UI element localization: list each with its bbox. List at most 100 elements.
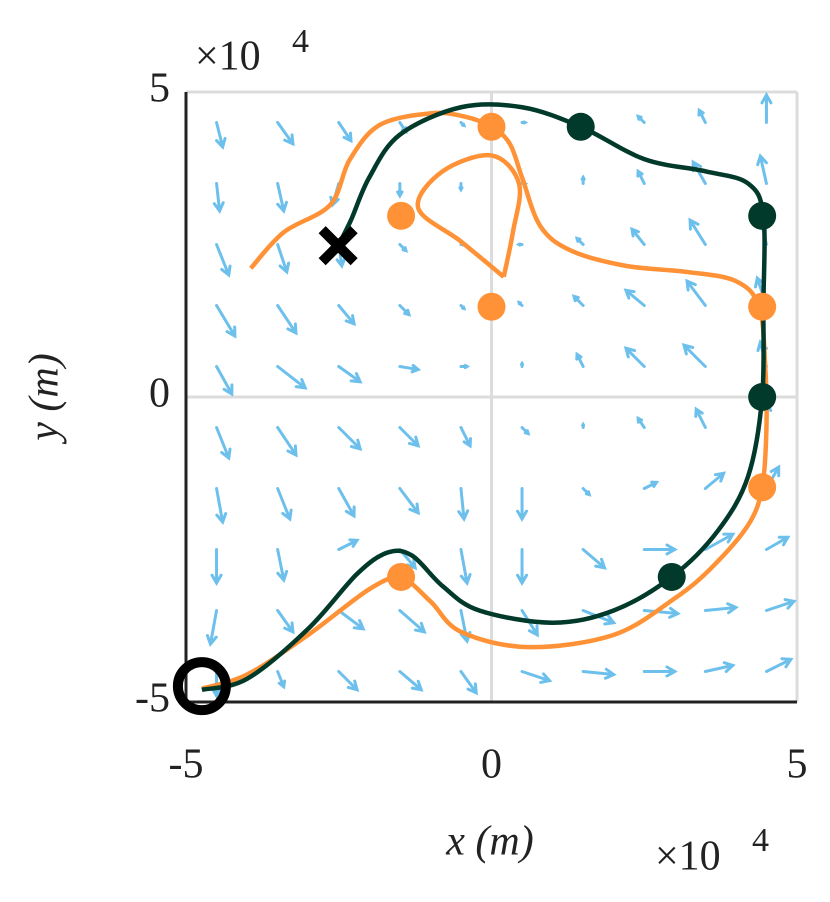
labels: ×10 4 ×10 4 x (m) y (m) -5 0 5 -5 0 5 [22,23,808,880]
quiver-arrow [398,426,421,448]
quiver-arrow [764,535,791,551]
quiver-arrow [276,487,293,522]
quiver-arrow [642,665,678,678]
quiver-arrow [276,304,298,336]
quiver-arrow [516,548,529,587]
quiver-arrow [276,609,295,635]
quiver-arrow [581,548,607,570]
quiver-arrow [215,487,228,526]
x-exponent: 4 [752,822,769,859]
quiver-arrow [337,609,366,631]
waypoint [566,112,595,141]
waypoint [477,292,506,321]
x-tick-label: 5 [787,742,808,788]
quiver-arrow [642,543,678,556]
waypoint [477,112,506,141]
quiver-arrow [458,182,464,193]
quiver-arrow [215,243,232,278]
quiver-arrow [681,343,707,368]
quiver-arrow [398,609,427,634]
quiver-arrow [337,121,353,144]
quiver-arrow [636,168,646,185]
quiver-arrow [276,548,289,583]
quiver-arrow [764,598,797,612]
quiver-arrow [215,365,234,397]
quiver-arrow [337,487,356,519]
trajectory [201,110,769,691]
quiver-arrow [703,532,736,551]
y-axis-label: y (m) [22,353,68,444]
grid [184,90,799,704]
quiver-arrow [210,548,223,587]
quiver-arrow [337,670,360,692]
quiver-arrow [516,487,529,523]
waypoint [387,201,416,230]
waypoint [748,383,777,411]
quiver-arrow [642,606,681,619]
quiver-arrow [520,670,553,684]
quiver-arrow [623,288,646,307]
quiver-arrow [215,426,232,461]
quiver-arrow [276,670,287,690]
quiver-arrow [581,667,617,680]
waypoint [748,201,777,230]
quiver-arrow [520,426,531,436]
quiver-arrow [520,120,529,125]
trajectory [201,102,767,693]
y-tick-label: 5 [149,66,170,112]
quiver-arrow [398,670,424,692]
quiver-arrow [756,153,768,185]
quiver-arrow [694,406,707,429]
quiver-arrow [459,548,472,587]
y-tick-label: -5 [135,676,170,722]
x-tick-label: 0 [481,742,502,788]
quiver-arrow [459,304,467,311]
quiver-arrow [581,421,586,429]
quiver-arrow [580,174,586,185]
quiver-arrow [520,360,525,368]
quiver-arrow [396,182,404,199]
quiver-arrow [630,226,646,246]
quiver-arrow [703,602,739,615]
quiver-arrow [276,365,308,390]
quiver-arrow [516,300,524,307]
quiver-arrow [703,471,726,490]
quiver-arrow [276,182,288,214]
quiver-arrow [764,657,794,673]
quiver-arrow [398,487,420,516]
waypoint [387,562,416,591]
quiver-arrow [459,426,473,449]
quiver-arrow [697,107,707,124]
quiver-arrow [337,426,363,451]
y-exponent: 4 [292,23,309,60]
quiver-arrow [215,121,227,150]
quiver-arrow [337,304,356,327]
quiver-arrow [276,121,295,147]
quiver-arrow [459,363,471,370]
x-multiplier: ×10 [655,834,721,880]
quiver-arrow [642,480,660,490]
end-marker [318,226,358,266]
quiver-arrow [398,363,422,374]
quiver-arrow [276,426,298,458]
x-tick-label: -5 [169,742,204,788]
quiver-arrow [685,278,707,307]
quiver-arrow [337,538,360,551]
quiver-arrow [457,487,470,522]
quiver-arrow [459,670,478,696]
waypoint [748,473,777,502]
quiver-arrow [581,487,592,497]
quiver-arrow [398,304,412,317]
quiver-arrow [212,182,225,214]
waypoint [748,292,777,321]
quiver-arrow [703,661,736,673]
start-marker [172,657,231,716]
quiver-arrow [571,294,585,307]
quiver-arrow [575,351,585,368]
quiver-field [205,92,797,699]
x-axis-label: x (m) [445,819,533,865]
quiver-arrow [398,243,409,253]
quiver-arrow [337,365,363,384]
y-multiplier: ×10 [195,34,261,80]
